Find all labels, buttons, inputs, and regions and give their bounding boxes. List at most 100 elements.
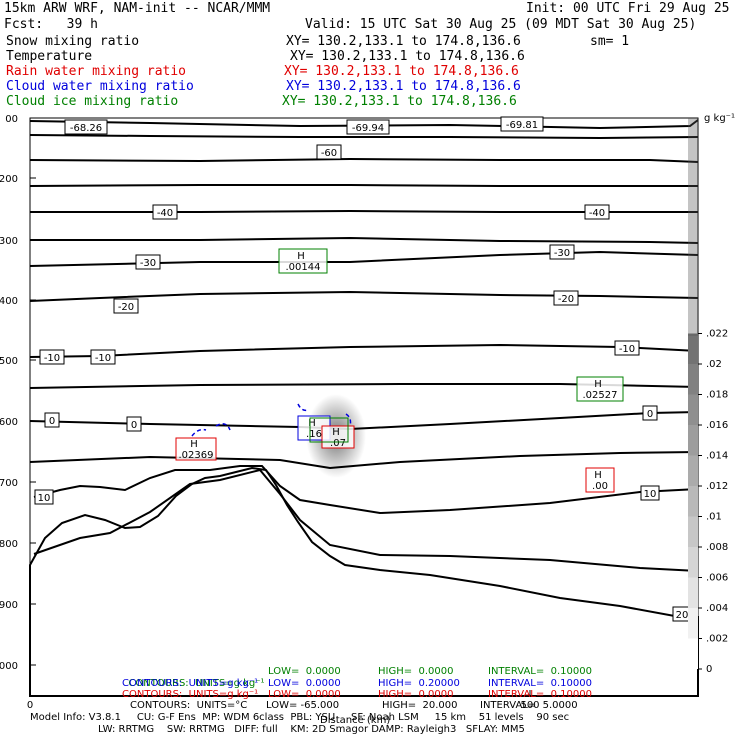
isotherm-label-box (126, 416, 142, 432)
x-axis-label: Distance (km) (320, 715, 391, 726)
field-smoothing: sm= 1 (590, 34, 630, 49)
isotherm-label: -40 (157, 208, 173, 219)
isotherm-label: -30 (554, 248, 570, 259)
isotherm-label-box (346, 119, 390, 135)
isotherm-label-box (642, 405, 658, 421)
colorbar-tick-label: .006 (706, 573, 728, 584)
contour-low: LOW= 0.0000 (268, 689, 341, 700)
y-tick-label: 700 (0, 478, 18, 489)
contour-units: CONTOURS: UNITS=°C (130, 700, 248, 711)
isotherm-label-box (34, 489, 54, 505)
field-name: Snow mixing ratio (6, 34, 140, 49)
colorbar-tick-label: .012 (706, 481, 728, 492)
colorbar-tick-label: 0 (706, 664, 712, 675)
isotherm-label: -30 (140, 258, 156, 269)
isotherm-label-box (135, 254, 161, 270)
colorbar-tick-label: .01 (706, 512, 722, 523)
isotherm-label-box (316, 144, 342, 160)
extremum-value: .16 (306, 429, 322, 440)
extremum-value: .02369 (179, 450, 214, 461)
extremum-box (175, 437, 217, 461)
extremum-value: .00 (592, 481, 608, 492)
contour-low: LOW= -65.000 (266, 700, 340, 711)
forecast-hour: Fcst: 39 h (4, 17, 98, 32)
contour-low: LOW= 0.0000 (268, 666, 341, 677)
colorbar-tick-label: .018 (706, 390, 728, 401)
cloud-ice-contour (309, 417, 349, 443)
isotherm-label: -20 (118, 302, 134, 313)
y-tick-label: 000 (0, 661, 18, 672)
isotherm-label: 20 (676, 610, 689, 621)
colorbar-segment (688, 577, 698, 608)
colorbar-segment (688, 638, 698, 669)
y-tick-label: 800 (0, 539, 18, 550)
cloud-water-contour (191, 403, 352, 437)
isotherm-line (29, 134, 699, 140)
isotherm-label: -68.26 (70, 123, 102, 134)
extremum-box (585, 467, 615, 493)
isotherm-label-box (44, 412, 60, 428)
colorbar-segment (688, 364, 698, 395)
isotherm-label-box (553, 290, 579, 306)
isotherm-line (30, 236, 699, 244)
isotherm-line (29, 184, 698, 187)
isotherm-label-box (584, 204, 610, 220)
field-xy: XY= 130.2,133.1 to 174.8,136.6 (286, 79, 521, 94)
isotherm-label: -40 (589, 208, 605, 219)
y-tick-label: 400 (0, 296, 18, 307)
contour-high: HIGH= 0.20000 (378, 678, 460, 689)
isotherm-label: -60 (321, 148, 337, 159)
contour-units: CONTOURS: UNITS=g kg⁻¹ (128, 678, 265, 689)
x-tick-label: 500 (520, 700, 539, 711)
isotherm-label: 0 (49, 416, 55, 427)
isotherm-label: 10 (644, 489, 657, 500)
extremum-letter: H (308, 418, 316, 429)
extremum-letter: H (297, 251, 305, 262)
isotherm-label: -69.94 (352, 123, 384, 134)
contour-interval: INTERVAL= 0.10000 (488, 666, 592, 677)
extremum-box (576, 376, 624, 402)
isotherm-label: -10 (44, 353, 60, 364)
isotherm-label-box (64, 119, 108, 135)
extremum-letter: H (332, 427, 340, 438)
field-name: Temperature (6, 49, 93, 64)
isotherm-label: -69.81 (506, 120, 538, 131)
y-tick-label: 900 (0, 600, 18, 611)
y-tick-label: 500 (0, 356, 18, 367)
extremum-box (278, 248, 328, 274)
contour-units: CONTOURS: UNITS=g kg⁻¹ (122, 689, 259, 700)
colorbar-segment (688, 516, 698, 547)
colorbar-segment (688, 394, 698, 425)
contour-interval: INTERVAL= 5.0000 (480, 700, 578, 711)
contour-high: HIGH= 0.0000 (378, 689, 454, 700)
contour-info-row: CONTOURS: UNITS=g kg⁻¹ (122, 666, 265, 690)
contour-high: HIGH= 0.0000 (378, 666, 454, 677)
isotherm-label-box (549, 244, 575, 260)
isotherm-label: -10 (95, 353, 111, 364)
isotherm-label: 0 (647, 409, 653, 420)
y-tick-label: 300 (0, 236, 18, 247)
isotherm-line (29, 451, 699, 470)
model-physics: LW: RRTMG SW: RRTMG DIFF: full KM: 2D Sm… (98, 724, 525, 735)
isotherm-label-box (113, 298, 139, 314)
model-title: 15km ARW WRF, NAM-init -- NCAR/MMM (4, 1, 271, 16)
colorbar-tick-label: .014 (706, 451, 728, 462)
contour-units: CONTOURS: UNITS=g kg⁻¹ (122, 678, 259, 689)
isotherm-label-box (152, 204, 178, 220)
field-name: Cloud water mixing ratio (6, 79, 194, 94)
contour-low: LOW= 0.0000 (268, 678, 341, 689)
contour-high: HIGH= 20.000 (382, 700, 458, 711)
extremum-letter: H (594, 379, 602, 390)
extremum-value: .02527 (583, 390, 618, 401)
isotherm-line (29, 290, 699, 302)
isotherm-label: 0 (131, 420, 137, 431)
extremum-letter: H (594, 470, 602, 481)
colorbar-tick-label: .02 (706, 359, 722, 370)
colorbar-segment (688, 333, 698, 364)
isotherm-label-box (90, 349, 116, 365)
colorbar-segment (688, 118, 698, 336)
field-xy: XY= 130.2,133.1 to 174.8,136.6 (290, 49, 525, 64)
isotherm-line (33, 465, 699, 515)
extremum-value: .07 (330, 438, 346, 449)
isotherm-label-box (614, 340, 640, 356)
